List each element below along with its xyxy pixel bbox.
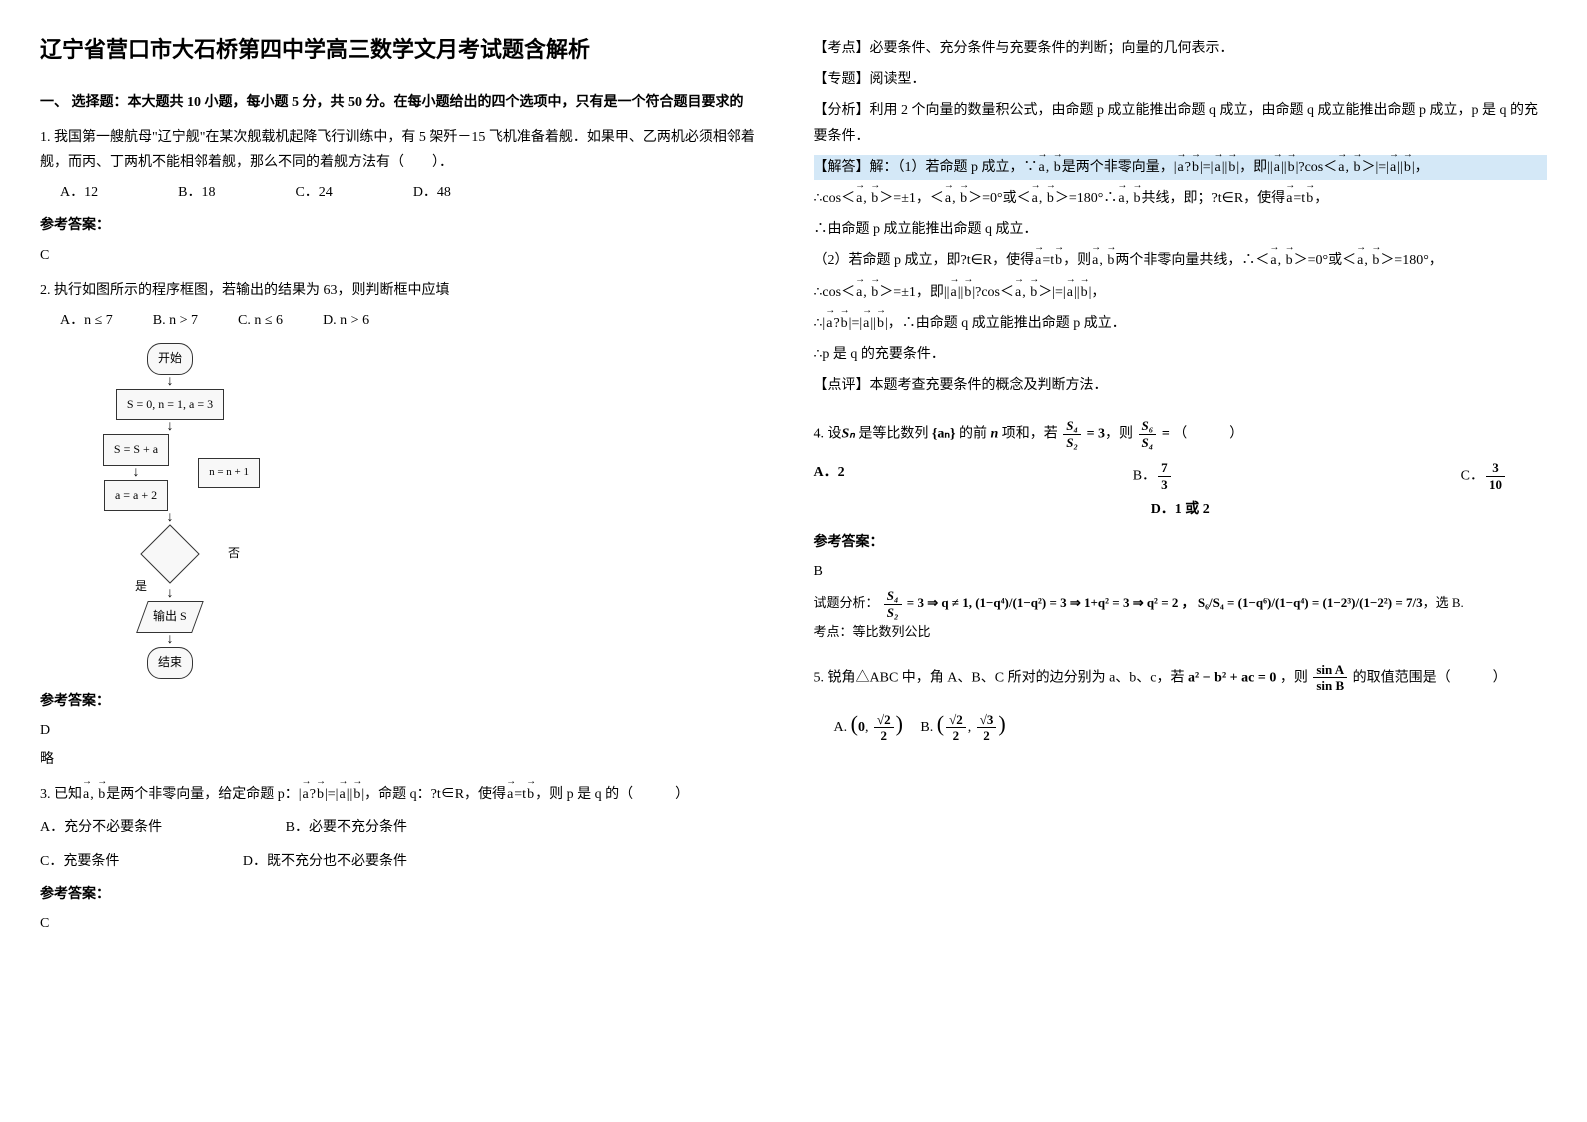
jieda-line4: （2）若命题 p 成立，即?t∈R，使得a=tb，则a, b两个非零向量共线，∴…	[814, 248, 1548, 273]
fc-step1: S = S + a	[103, 434, 169, 466]
question-4: 4. 设Sₙ 是等比数列 {aₙ} 的前 n 项和，若 S₄S₂ = 3，则 S…	[814, 418, 1548, 644]
vec-a-icon: a	[82, 782, 90, 807]
fc-yes-label: 是	[135, 576, 147, 598]
q2-opt-c: C. n ≤ 6	[238, 308, 283, 333]
vec-b-icon: b	[352, 782, 361, 807]
arrow-icon: ↓	[80, 377, 260, 387]
fc-init: S = 0, n = 1, a = 3	[116, 389, 224, 421]
q4-opt-b: B．73	[1133, 460, 1173, 492]
q4-opt-c: C．310	[1461, 460, 1507, 492]
fenxi: 【分析】利用 2 个向量的数量积公式，由命题 p 成立能推出命题 q 成立，由命…	[814, 98, 1548, 148]
q2-text: 2. 执行如图所示的程序框图，若输出的结果为 63，则判断框中应填	[40, 278, 774, 303]
q3-opt-b: B．必要不充分条件	[286, 820, 407, 835]
fc-decision	[140, 525, 199, 584]
q4-answer: B	[814, 559, 1548, 584]
dianping: 【点评】本题考查充要条件的概念及判断方法．	[814, 373, 1548, 398]
arrow-icon: ↓	[80, 468, 192, 478]
fc-step2: a = a + 2	[104, 480, 168, 512]
fc-loop: n = n + 1	[198, 458, 260, 488]
q4-opt-d: D．1 或 2	[814, 497, 1548, 522]
q2-opt-b: B. n > 7	[153, 308, 198, 333]
q4-answer-label: 参考答案：	[814, 530, 1548, 555]
flowchart: 开始 ↓ S = 0, n = 1, a = 3 ↓ S = S + a ↓ a…	[80, 343, 260, 679]
frac-s6s4: S₆S₄	[1139, 418, 1157, 450]
jieda-line7: ∴p 是 q 的充要条件．	[814, 342, 1548, 367]
q5-opt-a: A. (0, √22)	[834, 720, 907, 735]
q3-opt-a: A．充分不必要条件	[40, 820, 162, 835]
vec-a-icon: a	[302, 782, 310, 807]
fc-end: 结束	[147, 647, 193, 679]
q2-note: 略	[40, 747, 774, 772]
q5-text: 5. 锐角△ABC 中，角 A、B、C 所对的边分别为 a、b、c，若 a² −…	[814, 662, 1548, 694]
q3-m6: ，则 p 是 q 的（ ）	[535, 787, 689, 802]
q4-kaodian: 考点：等比数列公比	[814, 620, 1548, 643]
q3-m2: |=|	[325, 787, 339, 802]
jieda-line3: ∴由命题 p 成立能推出命题 q 成立．	[814, 217, 1548, 242]
q1-opt-a: A．12	[60, 180, 98, 205]
q2-answer-label: 参考答案：	[40, 689, 774, 714]
q5-opt-b: B. (√22, √32)	[920, 720, 1005, 735]
q2-options: A．n ≤ 7 B. n > 7 C. n ≤ 6 D. n > 6	[60, 308, 774, 333]
q1-text: 1. 我国第一艘航母"辽宁舰"在某次舰载机起降飞行训练中，有 5 架歼－15 飞…	[40, 125, 774, 175]
question-1: 1. 我国第一艘航母"辽宁舰"在某次舰载机起降飞行训练中，有 5 架歼－15 飞…	[40, 125, 774, 268]
an-set: {aₙ}	[932, 427, 956, 442]
vec-a-icon: a	[506, 782, 514, 807]
q1-options: A．12 B．18 C．24 D．48	[60, 180, 774, 205]
q4-analysis: 试题分析： S₄S₂ = 3 ⇒ q ≠ 1, (1−q⁴)/(1−q²) = …	[814, 588, 1548, 620]
sn-symbol: Sₙ	[842, 427, 855, 442]
jieda-line6: ∴|a?b|=|a||b|，∴由命题 q 成立能推出命题 p 成立．	[814, 311, 1548, 336]
q1-opt-d: D．48	[413, 180, 451, 205]
jieda-line2: ∴cos＜a, b＞=±1，＜a, b＞=0°或＜a, b＞=180°∴a, b…	[814, 186, 1548, 211]
kaodian: 【考点】必要条件、充分条件与充要条件的判断；向量的几何表示．	[814, 36, 1548, 61]
q3-answer-label: 参考答案：	[40, 882, 774, 907]
jieda-line5: ∴cos＜a, b＞=±1，即||a||b|?cos＜a, b＞|=|a||b|…	[814, 280, 1548, 305]
vec-a-icon: a	[338, 782, 346, 807]
q5-cond: a² − b² + ac = 0	[1188, 670, 1276, 685]
q3-opts-row2: C．充要条件 D．既不充分也不必要条件	[40, 849, 774, 874]
jieda-line1: 【解答】解：（1）若命题 p 成立，∵a, b是两个非零向量，|a?b|=|a|…	[814, 155, 1548, 180]
vec-b-icon: b	[526, 782, 535, 807]
q3-text: 3. 已知a, b是两个非零向量，给定命题 p：|a?b|=|a||b|，命题 …	[40, 782, 774, 807]
q1-answer: C	[40, 243, 774, 268]
vec-b-icon: b	[316, 782, 325, 807]
fc-no-label: 否	[228, 543, 240, 565]
q3-opts-row1: A．充分不必要条件 B．必要不充分条件	[40, 815, 774, 840]
q3-opt-d: D．既不充分也不必要条件	[243, 854, 407, 869]
page-title: 辽宁省营口市大石桥第四中学高三数学文月考试题含解析	[40, 30, 774, 70]
section1-header: 一、 选择题：本大题共 10 小题，每小题 5 分，共 50 分。在每小题给出的…	[40, 90, 774, 115]
q3-answer: C	[40, 911, 774, 936]
fc-start: 开始	[147, 343, 193, 375]
question-5: 5. 锐角△ABC 中，角 A、B、C 所对的边分别为 a、b、c，若 a² −…	[814, 662, 1548, 744]
q3-pre: 3. 已知	[40, 787, 82, 802]
q3-m1: 是两个非零向量，给定命题 p：|	[106, 787, 301, 802]
frac-sinab: sin Asin B	[1313, 662, 1347, 694]
q3-m4: |，命题 q：?t∈R，使得	[361, 787, 506, 802]
question-3: 3. 已知a, b是两个非零向量，给定命题 p：|a?b|=|a||b|，命题 …	[40, 782, 774, 936]
q1-opt-b: B．18	[178, 180, 215, 205]
q1-answer-label: 参考答案：	[40, 213, 774, 238]
arrow-icon: ↓	[80, 635, 260, 645]
q2-opt-d: D. n > 6	[323, 308, 369, 333]
q1-opt-c: C．24	[295, 180, 332, 205]
frac-s4s2: S₄S₂	[1063, 418, 1081, 450]
q2-answer: D	[40, 718, 774, 743]
q4-text: 4. 设Sₙ 是等比数列 {aₙ} 的前 n 项和，若 S₄S₂ = 3，则 S…	[814, 418, 1548, 450]
zhuanti: 【专题】阅读型．	[814, 67, 1548, 92]
q2-opt-a: A．n ≤ 7	[60, 308, 113, 333]
vec-b-icon: b	[97, 782, 106, 807]
question-2: 2. 执行如图所示的程序框图，若输出的结果为 63，则判断框中应填 A．n ≤ …	[40, 278, 774, 773]
q4-opts-row1: A．2 B．73 C．310	[814, 460, 1508, 492]
q3-opt-c: C．充要条件	[40, 854, 119, 869]
q4-opt-a: A．2	[814, 460, 845, 492]
q5-opts: A. (0, √22) B. (√22, √32)	[834, 704, 1548, 744]
fc-output: 输出 S	[136, 601, 203, 633]
